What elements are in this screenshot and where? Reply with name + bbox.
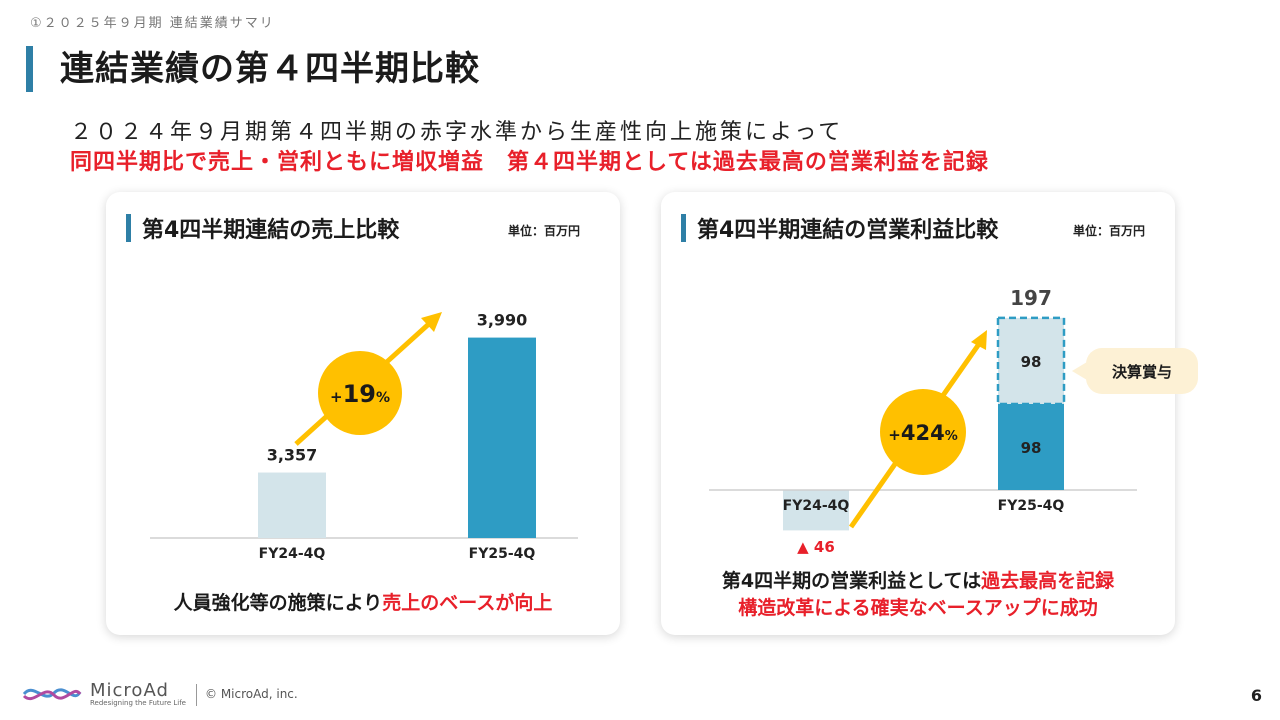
profit-category-fy25: FY25-4Q <box>998 498 1065 514</box>
profit-value-label-bonus: 98 <box>1021 353 1042 371</box>
profit-chart: 98 98 197 FY24-4Q FY25-4Q ▲ 46 +424% <box>709 286 1137 556</box>
profit-comparison-card: 第4四半期連結の営業利益比較 単位：百万円 98 98 197 FY24-4Q … <box>661 192 1175 635</box>
page-number: 6 <box>1250 686 1262 705</box>
sales-bar-fy24 <box>258 472 326 538</box>
sales-chart: 3,357 3,990 FY24-4Q FY25-4Q +19% <box>150 311 578 562</box>
footer-copyright: © MicroAd, inc. <box>205 687 298 701</box>
profit-caption: 第4四半期の営業利益としては過去最高を記録 構造改革による確実なベースアップに成… <box>721 570 1115 619</box>
footer-brand: MicroAd <box>90 680 169 701</box>
profit-total-label: 197 <box>1010 286 1052 310</box>
sales-unit-label: 単位：百万円 <box>507 224 580 238</box>
sales-category-fy25: FY25-4Q <box>469 546 536 562</box>
profit-unit-label: 単位：百万円 <box>1072 224 1145 238</box>
subtitle-line-2: 同四半期比で売上・営利ともに増収増益 第４四半期としては過去最高の営業利益を記録 <box>70 150 989 175</box>
profit-category-fy24: FY24-4Q <box>783 498 850 514</box>
footer-tagline: Redesigning the Future Life <box>90 699 186 707</box>
sales-bar-fy25 <box>468 337 536 538</box>
sales-growth-label: +19% <box>330 380 390 408</box>
subtitle-line-1: ２０２４年９月期第４四半期の赤字水準から生産性向上施策によって <box>70 120 844 145</box>
sales-growth-circle <box>318 351 402 435</box>
microad-logo-icon <box>22 688 82 701</box>
bonus-callout-tail <box>1072 362 1087 380</box>
profit-bar-fy24-negative <box>783 490 849 531</box>
sales-category-fy24: FY24-4Q <box>259 546 326 562</box>
card-accent-bar <box>681 214 686 242</box>
bonus-callout: 決算賞与 <box>1086 348 1198 394</box>
profit-growth-circle <box>880 389 966 475</box>
breadcrumb: ①２０２５年９月期 連結業績サマリ <box>30 16 275 31</box>
profit-value-label-base: 98 <box>1021 439 1042 457</box>
footer-divider <box>196 684 197 706</box>
sales-card-title: 第4四半期連結の売上比較 <box>142 218 400 243</box>
profit-bar-fy25-base <box>998 403 1064 490</box>
profit-growth-label: +424% <box>888 421 957 445</box>
sales-value-label-fy24: 3,357 <box>267 446 318 465</box>
profit-bar-fy25-bonus <box>996 316 1066 406</box>
sales-value-label-fy25: 3,990 <box>477 311 528 330</box>
sales-comparison-card: 第4四半期連結の売上比較 単位：百万円 3,357 3,990 FY24-4Q … <box>106 192 620 635</box>
title-accent-bar <box>26 46 33 92</box>
profit-negative-label: ▲ 46 <box>797 538 835 556</box>
sales-caption: 人員強化等の施策により売上のベースが向上 <box>173 592 553 614</box>
profit-card-title: 第4四半期連結の営業利益比較 <box>697 218 999 243</box>
card-accent-bar <box>126 214 131 242</box>
page-title: 連結業績の第４四半期比較 <box>60 49 480 89</box>
